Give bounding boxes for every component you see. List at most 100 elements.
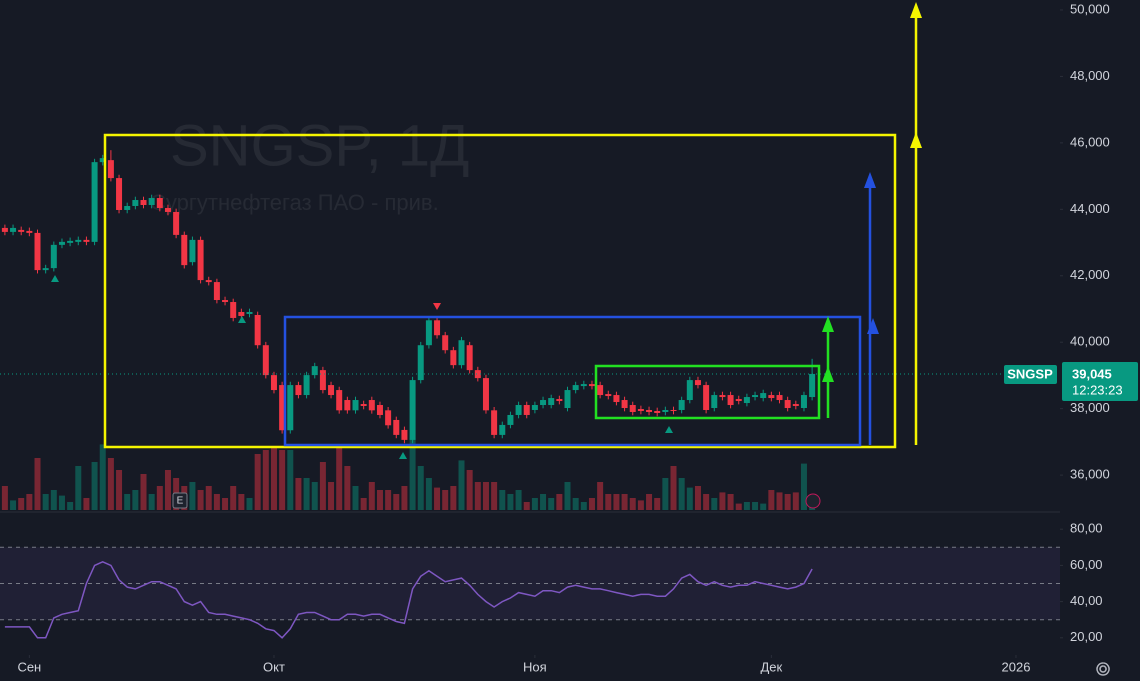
volume-bar (91, 462, 98, 510)
signal-up (238, 316, 246, 323)
volume-bar (662, 478, 669, 510)
y-tick-label: 50,000 (1070, 1, 1110, 16)
candle-body (727, 395, 734, 406)
candle-body (205, 280, 212, 283)
volume-bar (458, 460, 465, 510)
candle-body (99, 158, 106, 163)
candle-body (67, 240, 74, 243)
candle-body (613, 395, 620, 403)
candle-body (425, 320, 432, 346)
volume-bar (760, 503, 767, 510)
volume-bar (10, 500, 17, 510)
volume-bar (213, 494, 220, 510)
y-tick-label: 44,000 (1070, 201, 1110, 216)
volume-bar (116, 470, 123, 510)
y-tick-label: 42,000 (1070, 267, 1110, 282)
y-tick-label: 46,000 (1070, 134, 1110, 149)
volume-bar (156, 486, 163, 510)
x-tick-label: Окт (263, 659, 285, 674)
volume-bar (303, 478, 310, 510)
x-tick-label: Дек (760, 659, 782, 674)
volume-bar (352, 486, 359, 510)
candle-body (197, 239, 204, 281)
volume-bar (254, 454, 261, 510)
volume-bar (99, 444, 106, 510)
volume-bar (279, 450, 286, 510)
countdown-label: 12:23:23 (1072, 382, 1123, 397)
volume-bar (189, 482, 196, 510)
candle-body (132, 200, 139, 206)
arrow-head (910, 2, 922, 18)
candle-body (116, 178, 123, 210)
candle-body (703, 385, 710, 410)
volume-bar (1, 486, 8, 510)
volume-bar (654, 498, 661, 510)
candle-body (409, 380, 416, 440)
candle-body (83, 239, 90, 242)
candle-body (466, 345, 473, 371)
candle-body (491, 410, 498, 435)
settings-icon[interactable] (1096, 662, 1110, 676)
volume-bar (368, 482, 375, 510)
candle-body (572, 385, 579, 391)
candle-body (295, 385, 302, 396)
volume-bar (75, 466, 82, 510)
watermark-subtitle: Сургутнефтегаз ПАО - прив. (150, 190, 439, 215)
arrow-head (822, 316, 834, 332)
candle-body (637, 408, 644, 411)
candle-body (164, 207, 171, 212)
candle-body (458, 340, 465, 366)
volume-bar (540, 494, 547, 510)
symbol-label: SNGSP (1007, 366, 1053, 381)
volume-bar (344, 466, 351, 510)
candle-body (368, 400, 375, 411)
candle-body (344, 400, 351, 411)
earnings-marker[interactable] (172, 492, 188, 509)
candle-body (588, 384, 595, 387)
volume-bar (328, 482, 335, 510)
candle-body (238, 311, 245, 316)
drawings (103, 8, 918, 449)
candle-body (450, 350, 457, 366)
symbol-tag (1004, 364, 1057, 384)
volume-bar (678, 478, 685, 510)
rsi-tick-label: 20,00 (1070, 629, 1103, 644)
volume-bar (523, 502, 530, 510)
volume-bar (50, 490, 57, 510)
volume-bar (205, 486, 212, 510)
volume-bar (67, 502, 74, 510)
volume-bar (246, 498, 253, 510)
volume-bar (556, 494, 563, 510)
candle-body (222, 300, 229, 303)
arrow-head (867, 318, 879, 334)
candle-body (417, 345, 424, 381)
watermark-title: SNGSP, 1Д (170, 113, 469, 178)
candle-body (352, 400, 359, 411)
candle-body (556, 399, 563, 402)
volume-bar (482, 482, 489, 510)
volume-bar (140, 474, 147, 510)
candle-body (580, 384, 587, 387)
candle-body (140, 200, 147, 205)
event-marker[interactable] (805, 493, 821, 509)
candle-body (776, 395, 783, 401)
x-tick-label: 2026 (1002, 659, 1031, 674)
volume-bar (531, 498, 538, 510)
candle-body (287, 385, 294, 431)
x-tick-label: Ноя (523, 659, 547, 674)
volume-bar (580, 502, 587, 510)
rsi-line (4, 560, 813, 639)
volume-bar (425, 478, 432, 510)
volume-bar (107, 458, 114, 510)
volume-bar (83, 498, 90, 510)
volume-bar (222, 498, 229, 510)
candle-body (58, 241, 65, 245)
candle-body (279, 385, 286, 431)
candle-body (270, 375, 277, 391)
volume-bar (270, 446, 277, 510)
volume-bar (434, 487, 441, 510)
candle-body (319, 370, 326, 391)
candle-body (230, 302, 237, 318)
